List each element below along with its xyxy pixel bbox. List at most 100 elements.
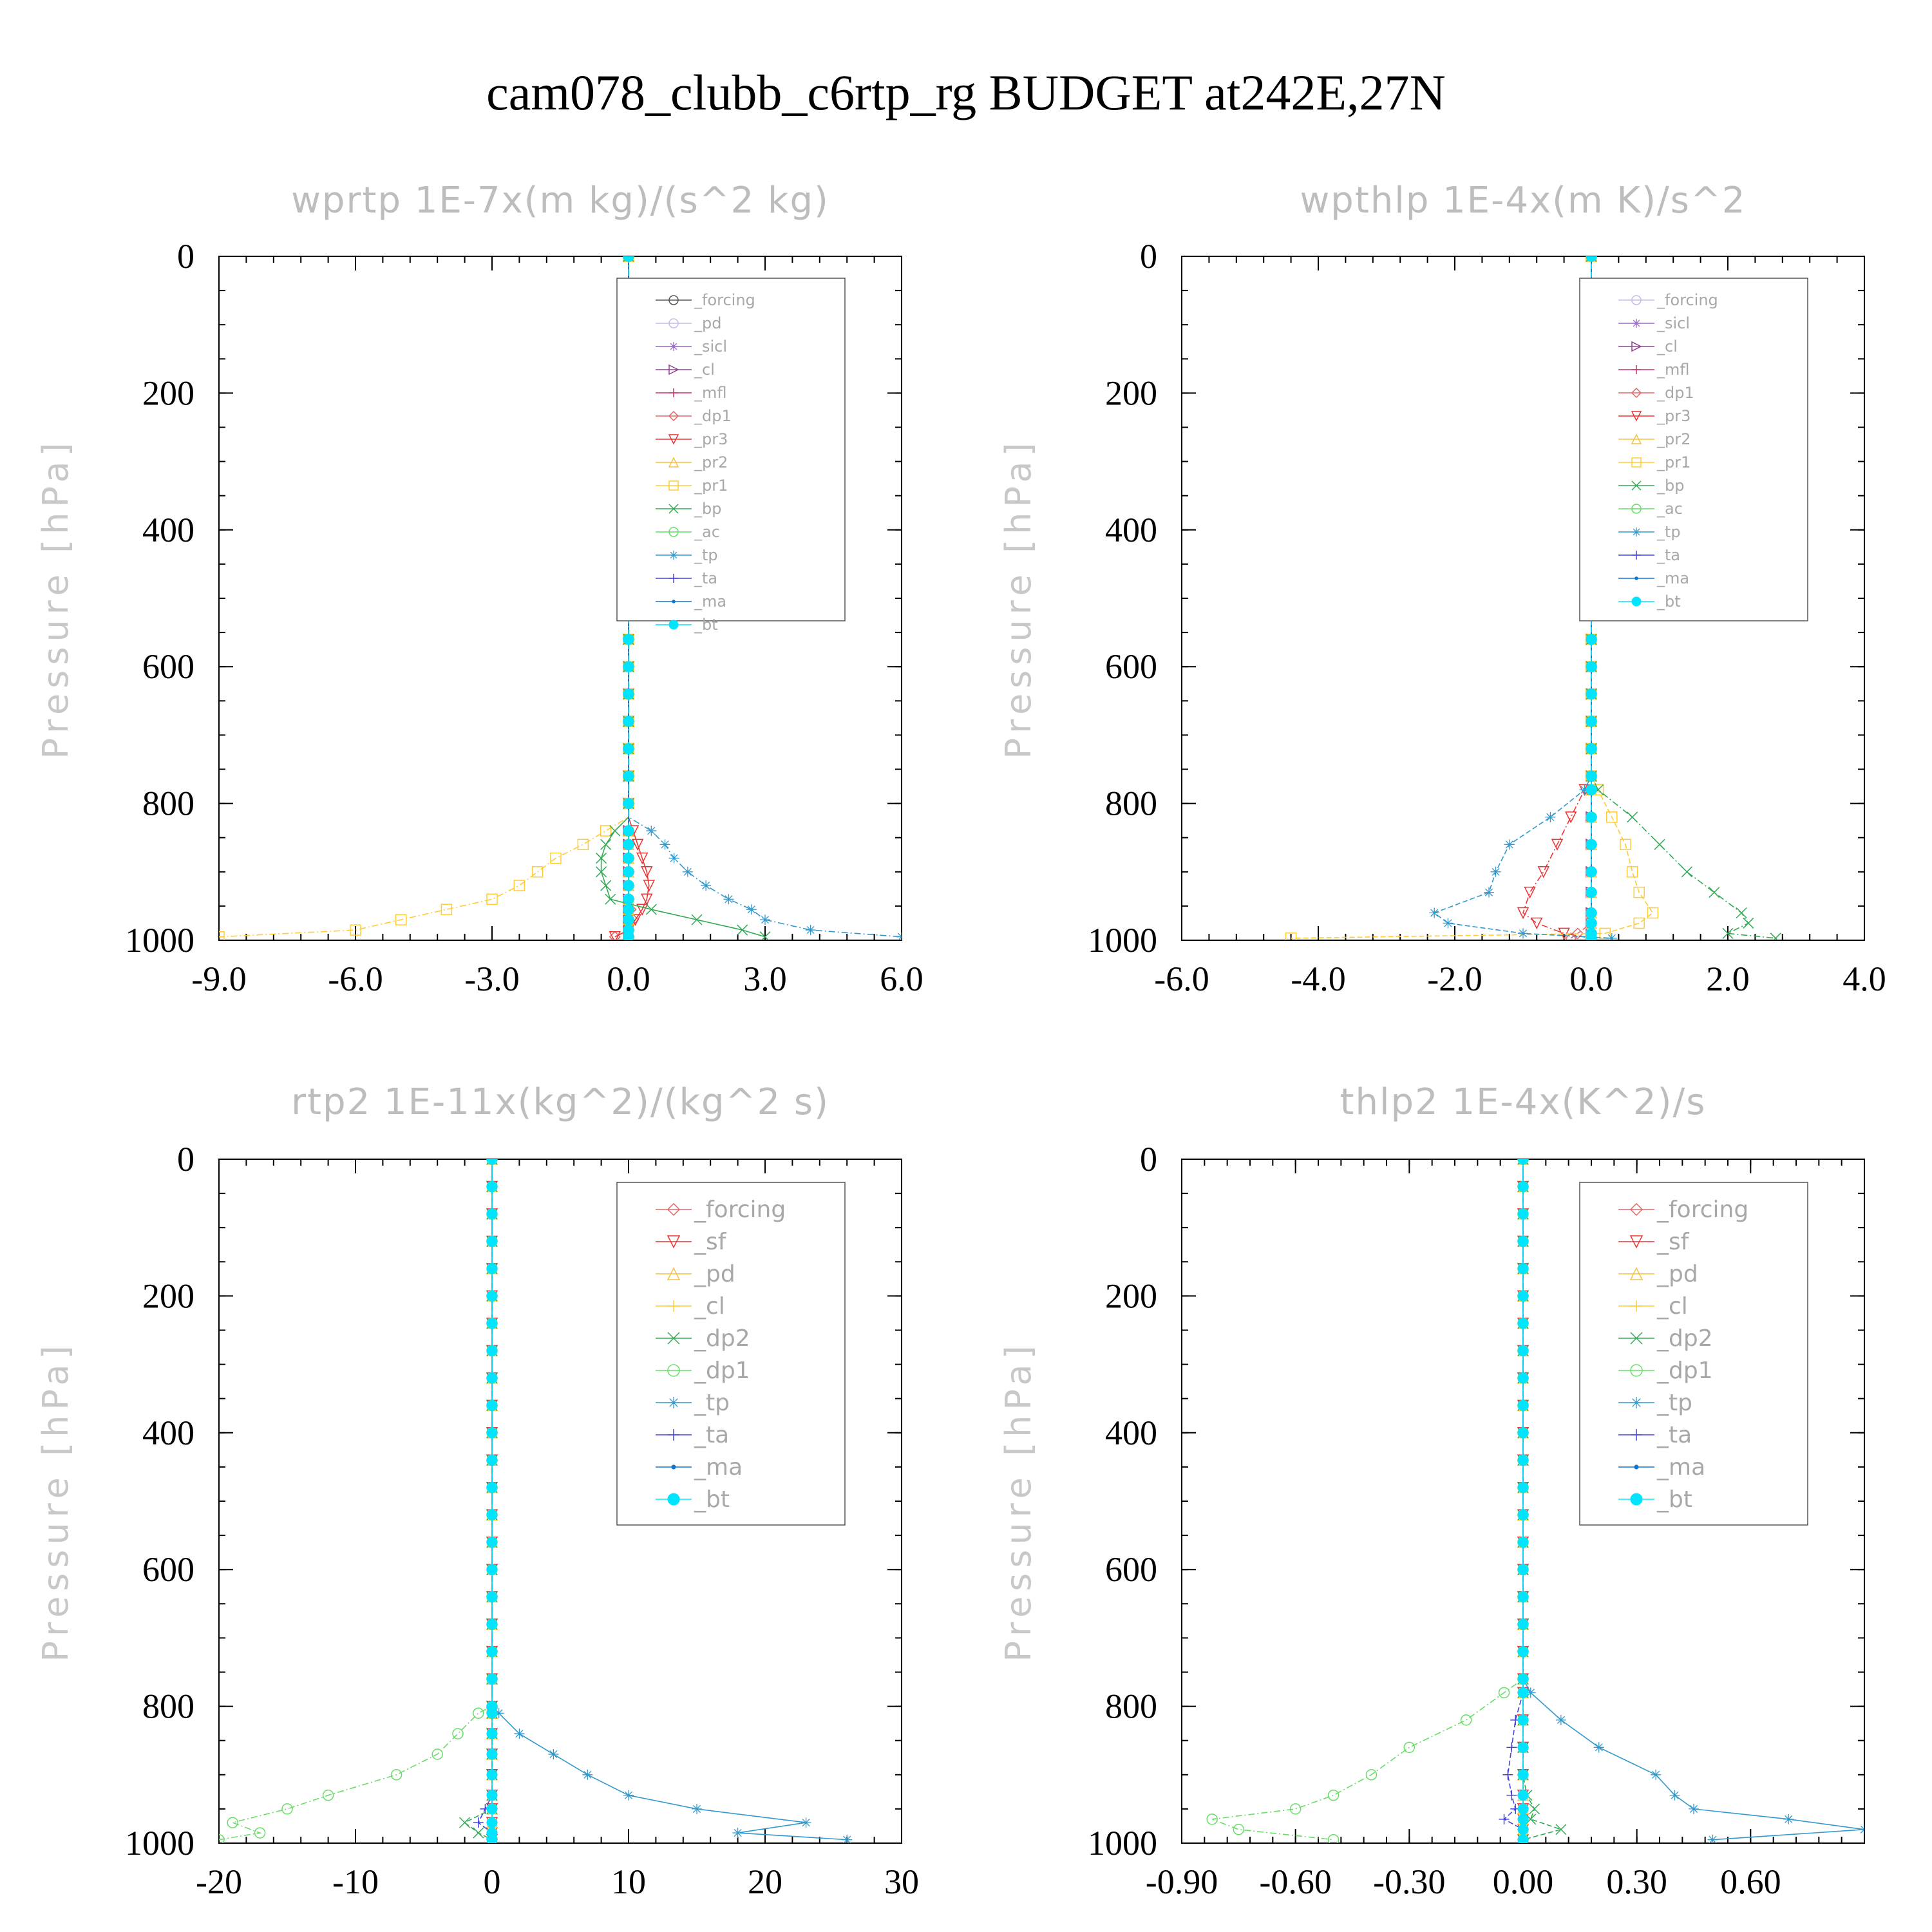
legend-marker [667,1364,680,1377]
legend-marker [671,1464,676,1470]
data-point-pr3 [631,838,644,851]
legend-label: _cl [694,1293,725,1320]
data-point-pr3 [1517,907,1530,920]
legend-marker [1629,1267,1643,1280]
data-point-bt [1517,1454,1529,1466]
data-point-bt [623,743,634,755]
data-point-pr3 [1558,927,1570,940]
x-tick-label: 0.0 [1569,960,1613,998]
legend-label: _ta [694,569,717,587]
legend-label: _tp [1656,523,1681,541]
data-point-tp [1525,1687,1536,1698]
data-point-pr1 [1606,811,1618,823]
data-point-dp1 [1233,1824,1245,1835]
x-tick-label: 3.0 [743,960,787,998]
x-tick-label: -6.0 [328,960,383,998]
legend-marker [1630,1493,1643,1506]
data-point-pr1 [550,852,562,864]
legend-marker [668,295,679,305]
legend-label: _pd [694,314,721,332]
data-point-bt [486,1345,498,1356]
data-point-bt [1517,1741,1529,1753]
data-point-pr1 [219,931,225,940]
legend-label: _ac [694,523,720,541]
legend: _forcing _sicl _cl _mfl _dp1 _pr3 _pr2 _pr1 _bp _… [1579,278,1808,621]
data-point-bt [1586,784,1597,795]
data-point-bp [605,893,616,905]
data-point-pr1 [350,924,361,936]
x-tick-label: -6.0 [1154,960,1209,998]
chart-title: wpthlp 1E-4x(m K)/s^2 [1300,180,1746,222]
legend-label: _ma [694,1454,743,1481]
y-tick-label: 0 [177,237,194,276]
data-point-bt [1517,1509,1529,1520]
y-tick-label: 200 [1105,374,1157,412]
legend-box [616,278,846,621]
data-point-bt [1517,1591,1529,1603]
legend-marker [1631,1429,1642,1441]
data-point-tp [548,1748,559,1759]
data-point-bt [486,1707,498,1719]
legend-label: _bt [694,1486,730,1513]
legend-label: _cl [1656,1293,1688,1320]
legend-marker [669,388,678,397]
legend-marker [667,1332,680,1345]
data-point-bt [623,715,634,727]
data-point-bt [486,1790,498,1801]
data-point-bt [1586,688,1597,700]
legend-marker [1632,527,1641,536]
data-point-tp [800,1817,811,1828]
y-axis-label: Pressure [hPa] [35,437,76,759]
data-point-bt [486,1235,498,1247]
legend-marker [669,574,678,583]
legend-marker [1632,319,1641,328]
data-point-pr1 [600,825,612,837]
data-point-bt [1517,1687,1529,1698]
data-point-tp [1606,933,1617,940]
data-point-pr1 [577,838,589,851]
data-point-pr3 [636,852,649,865]
data-point-tp [1689,1803,1699,1814]
legend-marker [668,504,679,514]
chart-panel-2: wpthlp 1E-4x(m K)/s^2 Pressure [hPa] -6.0 -… [998,180,1886,998]
legend-marker [668,480,679,491]
data-point-tp [1593,1742,1604,1753]
series-group [1206,1159,1864,1843]
legend-label: _pr2 [694,453,728,471]
data-point-bt [1517,1790,1529,1801]
data-point-bt [1517,1803,1529,1815]
data-point-bt [1586,661,1597,672]
legend-label: _sicl [694,337,727,355]
data-point-bp [737,924,748,936]
data-point-pr1 [1647,907,1659,919]
x-tick-label: 0.60 [1720,1862,1781,1901]
data-point-tp [493,1708,504,1719]
y-tick-label: 1000 [125,1824,194,1862]
legend: _forcing _pd _sicl _cl _mfl _dp1 _pr3 _pr2 _pr1 _… [616,278,846,634]
legend-marker [667,1493,680,1506]
data-point-bt [486,1817,498,1828]
data-point-dp1 [1327,1833,1340,1843]
data-point-bt [1517,1564,1529,1575]
data-point-bt [1517,1159,1529,1165]
legend-marker [667,1235,681,1249]
data-point-bt [486,1591,498,1603]
legend-marker [1631,411,1642,422]
x-tick-label: 0.30 [1606,1862,1667,1901]
panels: wprtp 1E-7x(m kg)/(s^2 kg) Pressure [hPa]… [35,180,1886,1901]
legend-marker [668,457,679,468]
data-point-bp [645,904,657,915]
legend-marker [1631,341,1642,352]
data-point-ta [473,1817,484,1828]
data-point-bt [1586,866,1597,878]
legend-marker [1634,576,1638,580]
data-point-dp1 [1403,1741,1416,1754]
data-point-bt [486,1372,498,1384]
legend-label: _pd [1656,1261,1698,1287]
data-point-dp1 [219,1833,225,1843]
chart-panel-3: rtp2 1E-11x(kg^2)/(kg^2 s) Pressure [hPa]… [35,1081,919,1901]
data-point-bt [1517,1263,1529,1274]
data-point-bt [623,770,634,782]
data-point-bp [1770,933,1781,940]
